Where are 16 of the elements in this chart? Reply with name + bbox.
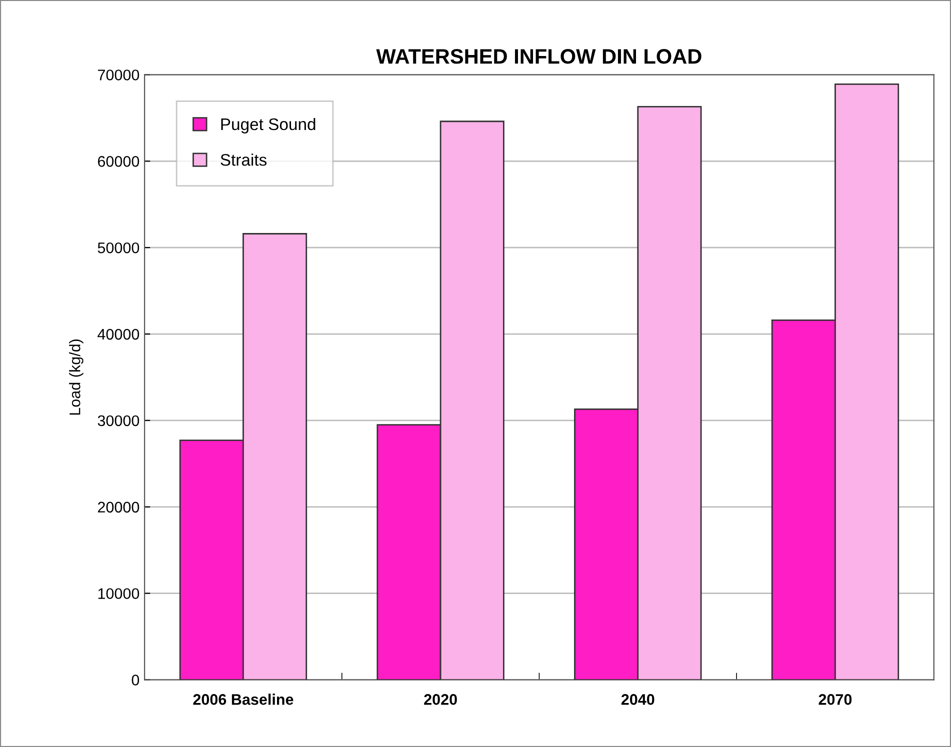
y-tick-label: 60000	[98, 156, 140, 167]
chart-title: WATERSHED INFLOW DIN LOAD	[376, 49, 702, 64]
y-tick-label: 20000	[98, 502, 140, 513]
x-tick-label: 2070	[818, 694, 852, 705]
y-axis-title: Load (kg/d)	[69, 340, 84, 415]
x-tick-label: 2006 Baseline	[193, 694, 294, 705]
legend-label: Puget Sound	[221, 118, 316, 134]
x-tick-label: 2040	[621, 694, 654, 705]
y-tick-label: 10000	[98, 588, 140, 600]
legend-label: Straits	[220, 154, 267, 166]
x-tick-label: 2020	[424, 694, 457, 705]
y-tick-label: 70000	[98, 70, 140, 80]
y-tick-label: 0	[132, 674, 140, 686]
y-tick-label: 50000	[98, 242, 140, 254]
y-tick-label: 40000	[98, 328, 140, 340]
y-tick-label: 30000	[98, 415, 140, 426]
